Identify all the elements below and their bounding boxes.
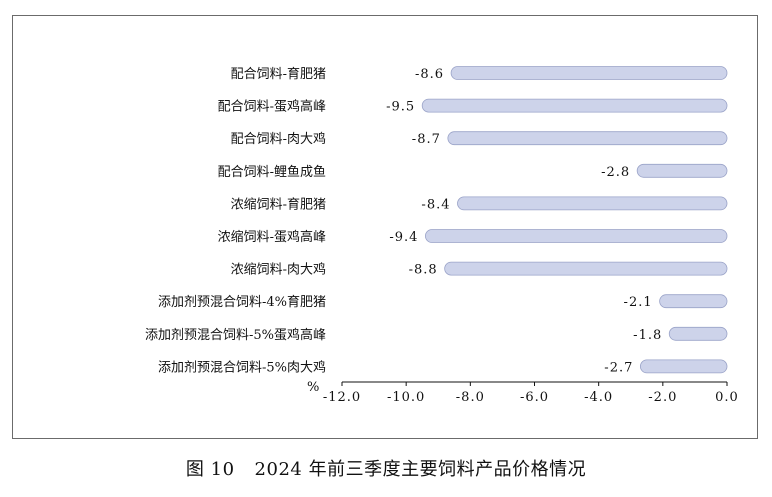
- value-label: -2.1: [624, 295, 653, 310]
- bar: [639, 359, 728, 374]
- value-labels-group: -8.6 -9.5 -8.7 -2.8 -8.4 -9.4 -8.8 -2.1 -1.8 -2.7: [386, 67, 662, 375]
- x-axis: % -12.0 -10.0 -8.0 -6.0 -4.0 -2.0 0.0: [307, 380, 739, 405]
- bar: [668, 326, 728, 341]
- category-label: 添加剂预混合饲料-5%肉大鸡: [158, 359, 326, 375]
- bar: [421, 98, 728, 113]
- value-label: -9.4: [389, 230, 418, 245]
- chart-frame: [12, 15, 758, 439]
- value-label: -8.6: [415, 67, 444, 82]
- x-axis-unit-label: %: [307, 380, 319, 395]
- category-label: 配合饲料-蛋鸡高峰: [218, 99, 326, 115]
- x-tick-label: -12.0: [323, 390, 361, 405]
- bar: [636, 163, 728, 178]
- figure-caption: 图 10 2024 年前三季度主要饲料产品价格情况: [0, 455, 772, 481]
- x-tick-label: -8.0: [456, 390, 485, 405]
- category-label: 浓缩饲料-蛋鸡高峰: [218, 229, 326, 245]
- bar: [450, 66, 728, 80]
- value-label: -1.8: [633, 328, 662, 343]
- category-label: 添加剂预混合饲料-4%育肥猪: [158, 294, 326, 310]
- bar: [425, 229, 728, 243]
- value-label: -2.8: [601, 165, 630, 180]
- value-label: -2.7: [604, 360, 633, 375]
- x-tick-label: -2.0: [648, 390, 677, 405]
- category-label: 浓缩饲料-肉大鸡: [231, 262, 326, 278]
- value-label: -8.7: [412, 132, 441, 147]
- x-tick-label: -6.0: [520, 390, 549, 405]
- figure-title: 2024 年前三季度主要饲料产品价格情况: [254, 459, 587, 480]
- bar: [444, 261, 728, 276]
- category-label: 配合饲料-鲤鱼成鱼: [218, 164, 326, 180]
- category-labels-group: 配合饲料-育肥猪配合饲料-蛋鸡高峰配合饲料-肉大鸡配合饲料-鲤鱼成鱼浓缩饲料-育…: [145, 66, 326, 375]
- category-label: 添加剂预混合饲料-5%蛋鸡高峰: [145, 327, 326, 343]
- category-label: 配合饲料-肉大鸡: [231, 131, 326, 147]
- bar-chart: 配合饲料-育肥猪配合饲料-蛋鸡高峰配合饲料-肉大鸡配合饲料-鲤鱼成鱼浓缩饲料-育…: [145, 66, 739, 405]
- category-label: 配合饲料-育肥猪: [231, 66, 326, 82]
- value-label: -8.4: [421, 197, 450, 212]
- bar: [457, 196, 728, 211]
- value-label: -8.8: [409, 263, 438, 278]
- bars-group: [421, 66, 728, 374]
- figure-number: 图 10: [185, 459, 235, 480]
- category-label: 浓缩饲料-育肥猪: [231, 196, 326, 212]
- bar: [659, 294, 728, 309]
- x-tick-label: -10.0: [387, 390, 425, 405]
- bar: [447, 131, 728, 146]
- x-tick-label: 0.0: [715, 390, 739, 405]
- x-tick-label: -4.0: [584, 390, 613, 405]
- value-label: -9.5: [386, 100, 415, 115]
